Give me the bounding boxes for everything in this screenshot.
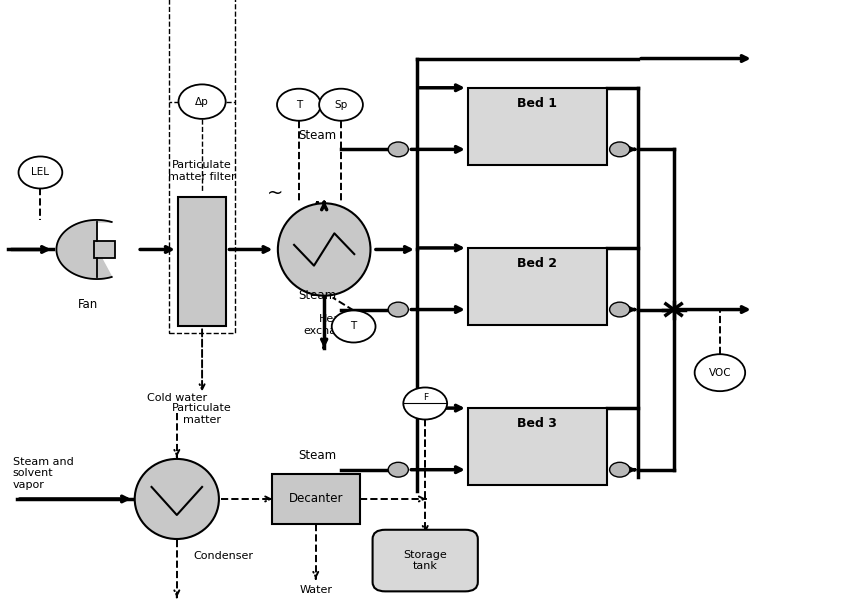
Circle shape	[388, 302, 408, 317]
Circle shape	[403, 387, 447, 419]
Text: Steam: Steam	[299, 129, 337, 142]
FancyBboxPatch shape	[468, 248, 607, 325]
Circle shape	[319, 89, 363, 121]
Text: Storage
tank: Storage tank	[403, 549, 447, 572]
FancyBboxPatch shape	[94, 241, 115, 257]
Text: T: T	[296, 100, 302, 110]
Text: Δp: Δp	[195, 97, 209, 107]
Text: Particulate
matter filter: Particulate matter filter	[168, 160, 236, 182]
Circle shape	[179, 84, 226, 119]
Ellipse shape	[278, 203, 370, 296]
Text: Bed 1: Bed 1	[517, 97, 557, 110]
Ellipse shape	[135, 459, 219, 539]
FancyBboxPatch shape	[372, 530, 478, 591]
Text: ~: ~	[267, 184, 284, 202]
FancyBboxPatch shape	[468, 87, 607, 164]
Text: Fan: Fan	[78, 298, 99, 311]
FancyBboxPatch shape	[468, 408, 607, 485]
Text: Cold water: Cold water	[147, 394, 207, 403]
Circle shape	[277, 89, 321, 121]
Circle shape	[388, 142, 408, 156]
FancyBboxPatch shape	[271, 474, 360, 524]
Text: Heat
exchanger: Heat exchanger	[303, 314, 362, 336]
Text: VOC: VOC	[709, 368, 731, 378]
Circle shape	[19, 156, 62, 188]
Text: Steam: Steam	[299, 289, 337, 302]
Text: T: T	[350, 322, 357, 331]
Text: LEL: LEL	[31, 168, 50, 177]
Text: Bed 2: Bed 2	[517, 257, 557, 270]
Circle shape	[332, 310, 376, 342]
Text: Steam and
solvent
vapor: Steam and solvent vapor	[13, 456, 73, 490]
Polygon shape	[56, 220, 112, 279]
Text: Condenser: Condenser	[193, 551, 253, 561]
Circle shape	[695, 354, 745, 391]
Text: Particulate
matter: Particulate matter	[173, 403, 232, 425]
Text: F: F	[423, 394, 428, 402]
Text: Decanter: Decanter	[289, 492, 343, 506]
Circle shape	[610, 462, 630, 477]
Text: Sp: Sp	[334, 100, 348, 110]
Circle shape	[610, 142, 630, 156]
Text: Water: Water	[299, 585, 333, 595]
Text: Bed 3: Bed 3	[517, 417, 557, 430]
FancyBboxPatch shape	[178, 197, 226, 326]
Circle shape	[388, 462, 408, 477]
Circle shape	[610, 302, 630, 317]
Text: Steam: Steam	[299, 449, 337, 462]
